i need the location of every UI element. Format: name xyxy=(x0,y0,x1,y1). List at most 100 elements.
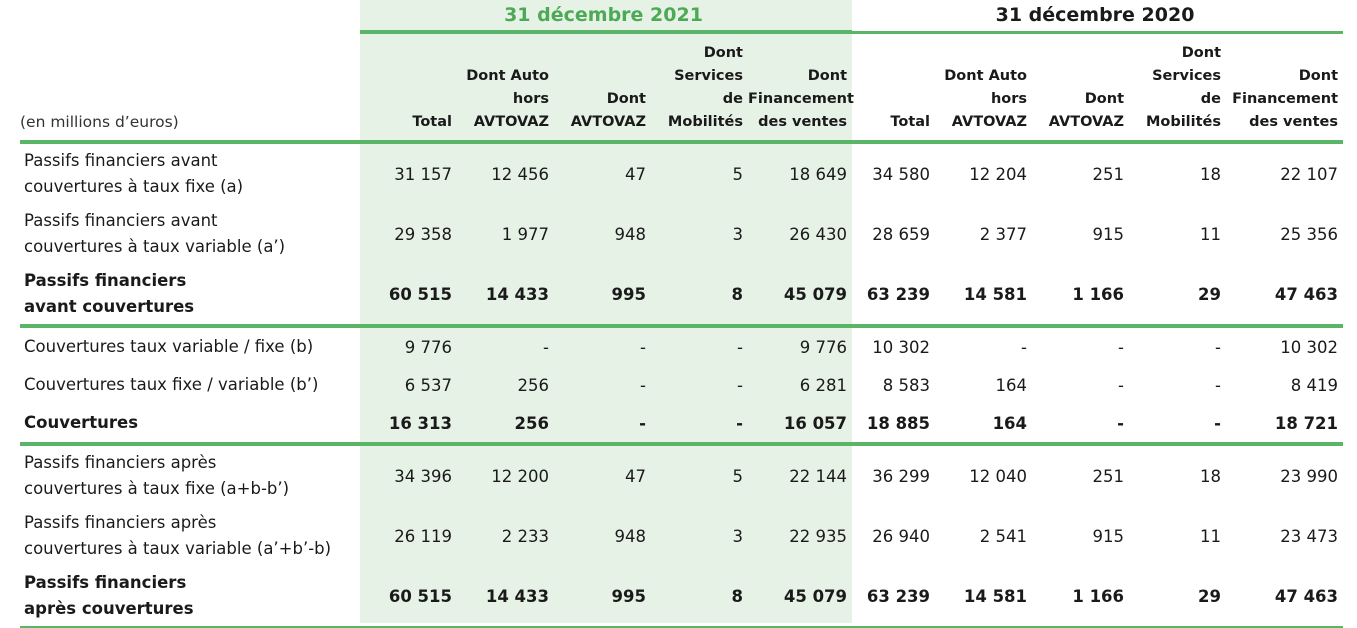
table-row: Couvertures taux fixe / variable (b’) 6 5… xyxy=(20,366,1343,404)
table-row: Passifs financiers avant couvertures à ta… xyxy=(20,204,1343,264)
header-line: de xyxy=(1200,91,1222,107)
header-line: Dont xyxy=(1084,91,1125,107)
value-cell: 31 157 xyxy=(394,164,452,184)
value-cell: 6 281 xyxy=(799,375,848,395)
row-label-line: Passifs financiers après xyxy=(24,513,217,532)
value-cell: 9 776 xyxy=(404,337,452,357)
row-label-line: Passifs financiers xyxy=(24,271,187,290)
value-cell: 915 xyxy=(1092,526,1125,546)
value-cell: 63 239 xyxy=(852,566,936,628)
value-cell: 10 302 xyxy=(1280,337,1339,357)
empty-corner xyxy=(20,0,360,32)
value-cell: 256 xyxy=(457,404,554,446)
value-cell: - xyxy=(651,404,748,446)
header-line: Dont xyxy=(703,45,743,61)
value-cell: 29 xyxy=(1129,566,1227,628)
header-line: AVTOVAZ xyxy=(1048,114,1125,130)
value-cell: 28 659 xyxy=(872,224,931,244)
row-label-line: après couvertures xyxy=(24,599,194,618)
value-cell: 11 xyxy=(1200,526,1222,546)
column-header-row: (en millions d’euros) Total Dont Auto hor… xyxy=(20,32,1344,142)
row-label: Passifs financiers après couvertures à ta… xyxy=(20,506,360,566)
header-line: AVTOVAZ xyxy=(951,114,1028,130)
value-cell: 3 xyxy=(732,224,744,244)
value-cell: - xyxy=(543,337,549,357)
value-cell: 47 463 xyxy=(1226,566,1344,628)
value-cell: 8 xyxy=(651,566,748,628)
value-cell: 256 xyxy=(517,375,550,395)
value-cell: 11 xyxy=(1200,224,1222,244)
value-cell: - xyxy=(737,375,743,395)
value-cell: 8 419 xyxy=(1290,375,1339,395)
value-cell: 2 541 xyxy=(979,526,1028,546)
header-line: hors xyxy=(990,91,1028,107)
value-cell: 10 302 xyxy=(872,337,931,357)
value-cell: 251 xyxy=(1092,164,1125,184)
value-cell: - xyxy=(1118,375,1125,395)
period-header-row: 31 décembre 2021 31 décembre 2020 xyxy=(20,0,1344,34)
row-label-line: couvertures à taux fixe (a) xyxy=(24,177,244,196)
row-label-line: Passifs financiers avant xyxy=(24,151,218,170)
value-cell: 14 581 xyxy=(935,566,1033,628)
value-cell: 948 xyxy=(614,224,647,244)
financial-liabilities-table: 31 décembre 2021 31 décembre 2020 (en mi… xyxy=(20,0,1344,628)
value-cell: 22 107 xyxy=(1280,164,1339,184)
value-cell: 26 940 xyxy=(872,526,931,546)
header-line: Mobilités xyxy=(667,114,743,130)
row-label-line: couvertures à taux variable (a’+b’-b) xyxy=(24,539,332,558)
value-cell: - xyxy=(1129,404,1227,446)
value-cell: 18 649 xyxy=(789,164,848,184)
value-cell: - xyxy=(1032,404,1130,446)
value-cell: 18 xyxy=(1200,466,1222,486)
value-cell: 36 299 xyxy=(872,466,931,486)
row-label: Couvertures taux fixe / variable (b’) xyxy=(20,366,360,404)
value-cell: - xyxy=(1118,337,1125,357)
unit-label: (en millions d’euros) xyxy=(20,113,179,131)
value-cell: 29 xyxy=(1129,264,1227,328)
header-line: Financement xyxy=(748,91,854,107)
header-line: Dont xyxy=(1298,68,1339,84)
value-cell: 8 583 xyxy=(882,375,931,395)
row-label-line: Passifs financiers xyxy=(24,573,187,592)
header-line: Services xyxy=(1152,68,1222,84)
value-cell: 14 581 xyxy=(935,264,1033,328)
value-cell: 9 776 xyxy=(799,337,848,357)
header-line: des ventes xyxy=(758,114,848,130)
row-label-line: couvertures à taux variable (a’) xyxy=(24,237,286,256)
header-line: Mobilités xyxy=(1145,114,1222,130)
value-cell: 26 430 xyxy=(789,224,848,244)
value-cell: 12 204 xyxy=(969,164,1028,184)
row-label-line: Passifs financiers avant xyxy=(24,211,218,230)
value-cell: 23 990 xyxy=(1280,466,1339,486)
col-header-avtovaz-2020: Dont AVTOVAZ xyxy=(1032,32,1129,142)
table-row: Passifs financiers après couvertures 60 51… xyxy=(20,566,1344,628)
value-cell: 16 057 xyxy=(748,404,853,446)
value-cell: 251 xyxy=(1092,466,1125,486)
value-cell: - xyxy=(1215,375,1222,395)
header-line: Dont xyxy=(1181,45,1222,61)
value-cell: 29 358 xyxy=(394,224,452,244)
header-line: Financement xyxy=(1232,91,1339,107)
value-cell: 26 119 xyxy=(394,526,452,546)
row-label: Passifs financiers après couvertures à ta… xyxy=(20,444,360,506)
table-row: Passifs financiers avant couvertures à ta… xyxy=(20,142,1343,204)
row-label: Couvertures taux variable / fixe (b) xyxy=(20,326,360,366)
value-cell: 18 xyxy=(1200,164,1222,184)
value-cell: 995 xyxy=(554,566,651,628)
value-cell: 34 580 xyxy=(872,164,931,184)
table-body: Passifs financiers avant couvertures à ta… xyxy=(20,142,1344,628)
value-cell: 2 377 xyxy=(979,224,1028,244)
value-cell: 164 xyxy=(995,375,1028,395)
value-cell: 45 079 xyxy=(748,566,853,628)
col-header-financing-2020: Dont Financement des ventes xyxy=(1226,32,1343,142)
value-cell: 47 463 xyxy=(1226,264,1344,328)
value-cell: 22 935 xyxy=(789,526,848,546)
value-cell: 3 xyxy=(732,526,744,546)
value-cell: 915 xyxy=(1092,224,1125,244)
value-cell: 1 977 xyxy=(501,224,549,244)
value-cell: 60 515 xyxy=(360,566,457,628)
value-cell: - xyxy=(1021,337,1028,357)
value-cell: 60 515 xyxy=(360,264,457,328)
value-cell: 8 xyxy=(651,264,748,328)
col-header-total-2021: Total xyxy=(360,32,457,142)
